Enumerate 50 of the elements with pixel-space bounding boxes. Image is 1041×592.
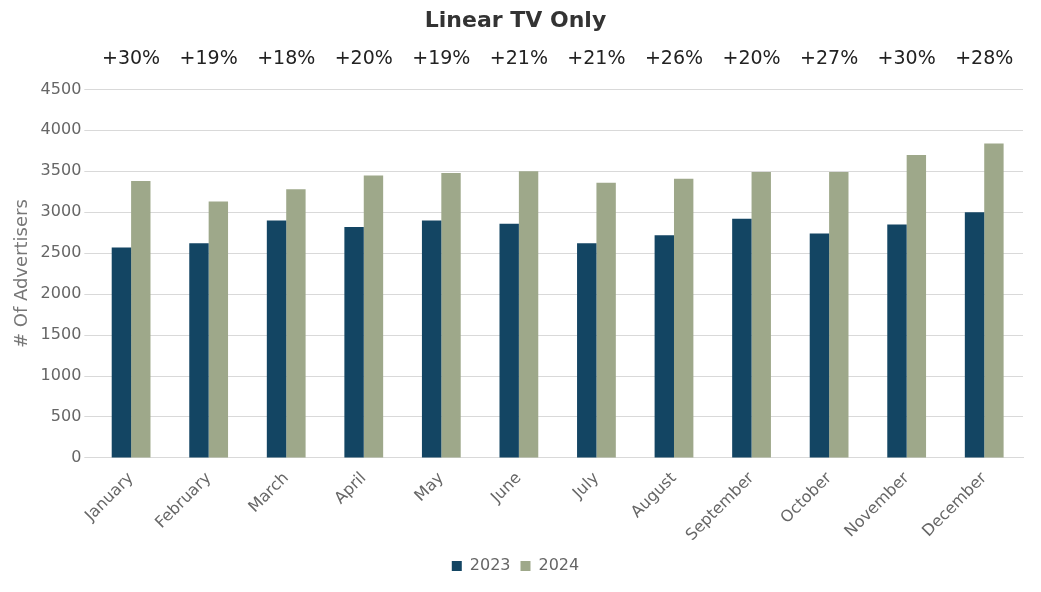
bar <box>363 175 384 458</box>
bar <box>674 178 694 458</box>
y-tick-label: 0 <box>71 447 82 467</box>
bar <box>421 220 442 458</box>
y-tick-label: 1500 <box>40 324 82 344</box>
bar <box>286 189 306 458</box>
bar <box>518 171 539 458</box>
chart-title: Linear TV Only <box>424 6 607 32</box>
text: +18% <box>257 46 316 69</box>
bar <box>964 212 985 458</box>
bar <box>111 247 132 458</box>
y-tick-label: 2000 <box>40 283 82 303</box>
text: +19% <box>412 46 471 69</box>
text: +28% <box>955 46 1014 69</box>
legend-label: 2023 <box>469 555 511 575</box>
text: +27% <box>800 46 859 69</box>
bar <box>829 172 849 458</box>
text: +26% <box>644 46 704 69</box>
y-tick-label: 1000 <box>40 365 82 385</box>
y-tick-label: 4500 <box>40 78 82 98</box>
text: +21% <box>567 46 626 69</box>
y-tick-label: 2500 <box>40 242 82 262</box>
bar <box>441 172 461 458</box>
bar <box>751 172 771 458</box>
text: +30% <box>877 46 936 69</box>
text: +21% <box>489 46 548 69</box>
bar <box>577 243 597 458</box>
bar <box>654 235 674 458</box>
text: +30% <box>102 46 161 69</box>
bar <box>906 154 927 458</box>
y-tick-label: 3000 <box>40 201 82 221</box>
bar <box>131 181 151 458</box>
text: +20% <box>334 46 393 69</box>
bar <box>984 143 1004 458</box>
bar <box>344 226 364 458</box>
y-tick-label: 500 <box>50 406 82 426</box>
bar <box>732 218 752 458</box>
text: +19% <box>179 46 238 69</box>
bar <box>809 233 830 458</box>
y-tick-label: 4000 <box>40 119 82 139</box>
y-tick-label: 3500 <box>40 160 82 180</box>
legend-label: 2024 <box>538 555 580 575</box>
bar <box>499 223 519 458</box>
text: +20% <box>722 46 781 69</box>
bar <box>189 243 209 458</box>
bar <box>887 224 907 458</box>
bar <box>208 201 229 458</box>
y-axis-title: # Of Advertisers <box>10 199 32 349</box>
bar <box>596 182 616 458</box>
bar <box>266 220 287 458</box>
